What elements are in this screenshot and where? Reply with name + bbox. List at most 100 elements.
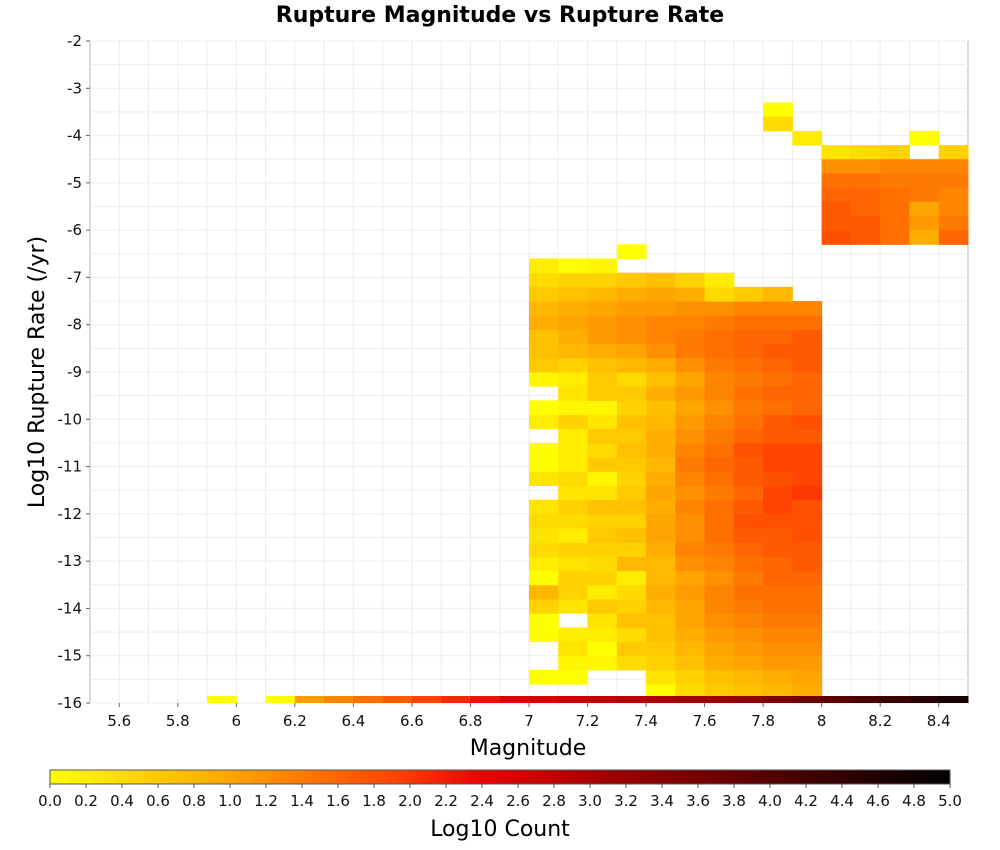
heatmap-cell (675, 627, 706, 643)
heatmap-cell (558, 272, 589, 288)
heatmap-cell (587, 343, 618, 359)
heatmap-cell (529, 499, 559, 515)
heatmap-cell (675, 400, 706, 416)
heatmap-cell (792, 584, 823, 600)
heatmap-cell (763, 513, 793, 529)
y-tick-label: -7 (67, 268, 82, 286)
heatmap-cell (733, 655, 764, 671)
heatmap-cell (529, 315, 559, 330)
floor-cell (909, 696, 940, 703)
heatmap-cell (675, 528, 706, 543)
heatmap-cell (792, 669, 823, 685)
heatmap-cell (529, 627, 559, 643)
heatmap-cell (529, 457, 559, 472)
heatmap-cell (938, 187, 969, 203)
heatmap-cell (763, 428, 793, 444)
heatmap-cell (792, 598, 823, 614)
heatmap-cell (646, 428, 676, 444)
heatmap-cell (675, 343, 706, 359)
heatmap-cell (792, 357, 823, 373)
heatmap-cell (587, 258, 618, 274)
heatmap-cell (909, 215, 940, 231)
heatmap-cell (646, 513, 676, 529)
heatmap-cell (616, 613, 647, 628)
heatmap-cell (529, 528, 559, 543)
heatmap-cell (733, 627, 764, 643)
heatmap-cell (587, 357, 618, 373)
heatmap-cell (529, 570, 559, 586)
colorbar-tick-label: 3.4 (650, 792, 674, 810)
heatmap-cell (938, 173, 969, 189)
heatmap-cell (558, 584, 589, 600)
floor-cell (324, 696, 354, 703)
heatmap-cell (646, 386, 676, 401)
heatmap-cell (646, 315, 676, 330)
heatmap-cell (675, 372, 706, 387)
heatmap-cell (704, 400, 735, 416)
colorbar-tick-label: 1.8 (362, 792, 386, 810)
heatmap-cell (675, 570, 706, 586)
heatmap-cell (675, 684, 706, 699)
heatmap-cell (675, 613, 706, 628)
heatmap-cell (529, 584, 559, 600)
x-tick-label: 7.4 (634, 712, 658, 730)
heatmap-cell (733, 301, 764, 316)
x-tick-label: 8.4 (927, 712, 951, 730)
heatmap-cell (704, 598, 735, 614)
colorbar-tick-label: 5.0 (938, 792, 962, 810)
heatmap-cell (646, 556, 676, 572)
heatmap-cell (529, 471, 559, 486)
y-tick-label: -9 (67, 363, 82, 381)
heatmap-cell (792, 471, 823, 486)
heatmap-cell (587, 584, 618, 600)
chart-title: Rupture Magnitude vs Rupture Rate (276, 3, 724, 28)
colorbar-ticks: 0.0 0.2 0.4 0.6 0.8 1.0 1.2 1.4 1.6 1.8 2.0 2.2 2.4 2… (38, 784, 962, 810)
heatmap-cell (704, 372, 735, 387)
heatmap-cell (704, 357, 735, 373)
heatmap-cell (704, 286, 735, 302)
heatmap-cell (763, 485, 793, 501)
floor-cell (470, 696, 501, 703)
y-tick-label: -13 (58, 552, 83, 570)
heatmap-cell (792, 343, 823, 359)
heatmap-cell (733, 570, 764, 586)
heatmap-cell (558, 669, 589, 685)
heatmap-cell (587, 655, 618, 671)
heatmap-cell (704, 428, 735, 444)
colorbar-tick-label: 2.0 (398, 792, 422, 810)
heatmap-cell (733, 613, 764, 628)
heatmap-cell (616, 386, 647, 401)
heatmap-cell (792, 130, 823, 146)
y-axis-ticks: -2 -3 -4 -5 -6 -7 -8 -9 -10 -11 -12 -13 -14 -15 -16 (58, 32, 90, 712)
heatmap-cell (587, 272, 618, 288)
heatmap-cell (792, 442, 823, 458)
heatmap-cell (675, 386, 706, 401)
heatmap-cell (529, 613, 559, 628)
x-tick-label: 5.8 (166, 712, 190, 730)
heatmap-cell (616, 584, 647, 600)
colorbar-tick-label: 4.2 (794, 792, 818, 810)
heatmap-cell (558, 414, 589, 430)
heatmap-cell (587, 485, 618, 501)
x-axis-label: Magnitude (470, 736, 587, 761)
heatmap-cell (529, 301, 559, 316)
heatmap-cell (704, 442, 735, 458)
heatmap-cell (733, 528, 764, 543)
heatmap-cell (558, 286, 589, 302)
heatmap-cell (529, 513, 559, 529)
heatmap-cell (646, 584, 676, 600)
y-tick-label: -4 (67, 127, 82, 145)
floor-cell (880, 696, 910, 703)
heatmap-cell (646, 272, 676, 288)
x-tick-label: 6.6 (400, 712, 424, 730)
heatmap-cell (733, 513, 764, 529)
y-tick-label: -15 (58, 647, 83, 665)
heatmap-cell (763, 442, 793, 458)
heatmap-cell (850, 215, 881, 231)
heatmap-cell (704, 315, 735, 330)
heatmap-cell (587, 372, 618, 387)
heatmap-cell (616, 442, 647, 458)
heatmap-cell (646, 414, 676, 430)
x-tick-label: 7 (524, 712, 534, 730)
